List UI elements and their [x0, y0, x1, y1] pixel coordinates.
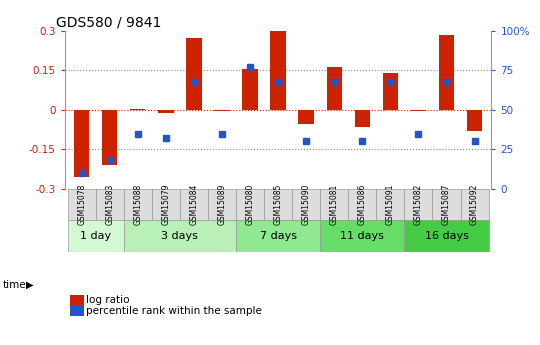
Bar	[404, 220, 489, 252]
Bar	[158, 110, 173, 112]
Bar	[404, 189, 433, 220]
Bar	[299, 110, 314, 124]
Bar	[130, 109, 145, 110]
Text: GSM15079: GSM15079	[161, 184, 170, 225]
Bar	[214, 110, 230, 111]
Bar	[124, 220, 236, 252]
Text: GSM15089: GSM15089	[218, 184, 226, 225]
Bar	[376, 189, 404, 220]
Text: GSM15088: GSM15088	[133, 184, 142, 225]
Text: 11 days: 11 days	[340, 231, 384, 241]
Text: GSM15086: GSM15086	[358, 184, 367, 225]
Bar	[180, 189, 208, 220]
Bar	[264, 189, 292, 220]
Bar	[292, 189, 320, 220]
Text: GSM15092: GSM15092	[470, 184, 479, 225]
Text: ▶: ▶	[26, 280, 33, 289]
Text: 3 days: 3 days	[161, 231, 198, 241]
Bar	[242, 69, 258, 110]
Bar	[152, 189, 180, 220]
Text: log ratio: log ratio	[86, 295, 130, 305]
Text: GSM15078: GSM15078	[77, 184, 86, 225]
Bar	[186, 38, 201, 110]
Text: time: time	[3, 280, 26, 289]
Bar	[271, 30, 286, 110]
Text: GSM15091: GSM15091	[386, 184, 395, 225]
Bar	[68, 189, 96, 220]
Bar	[68, 220, 124, 252]
Bar	[439, 35, 454, 110]
Text: percentile rank within the sample: percentile rank within the sample	[86, 306, 262, 315]
Bar	[320, 189, 348, 220]
Text: GSM15081: GSM15081	[330, 184, 339, 225]
Bar	[433, 189, 461, 220]
Text: 1 day: 1 day	[80, 231, 111, 241]
Bar	[236, 220, 320, 252]
Bar	[348, 189, 376, 220]
Text: GSM15090: GSM15090	[302, 184, 310, 225]
Bar	[102, 110, 117, 165]
Bar	[327, 67, 342, 110]
Bar	[461, 189, 489, 220]
Bar	[74, 110, 89, 177]
Bar	[208, 189, 236, 220]
Bar	[124, 189, 152, 220]
Text: 16 days: 16 days	[424, 231, 468, 241]
Text: GSM15082: GSM15082	[414, 184, 423, 225]
Text: 7 days: 7 days	[260, 231, 296, 241]
Bar	[236, 189, 264, 220]
Text: GSM15085: GSM15085	[274, 184, 282, 225]
Bar	[383, 73, 398, 110]
Text: GDS580 / 9841: GDS580 / 9841	[56, 16, 161, 30]
Text: GSM15084: GSM15084	[190, 184, 198, 225]
Bar	[320, 220, 404, 252]
Bar	[96, 189, 124, 220]
Bar	[411, 110, 426, 111]
Bar	[467, 110, 482, 131]
Text: GSM15087: GSM15087	[442, 184, 451, 225]
Text: GSM15080: GSM15080	[246, 184, 254, 225]
Text: GSM15083: GSM15083	[105, 184, 114, 225]
Bar	[355, 110, 370, 127]
